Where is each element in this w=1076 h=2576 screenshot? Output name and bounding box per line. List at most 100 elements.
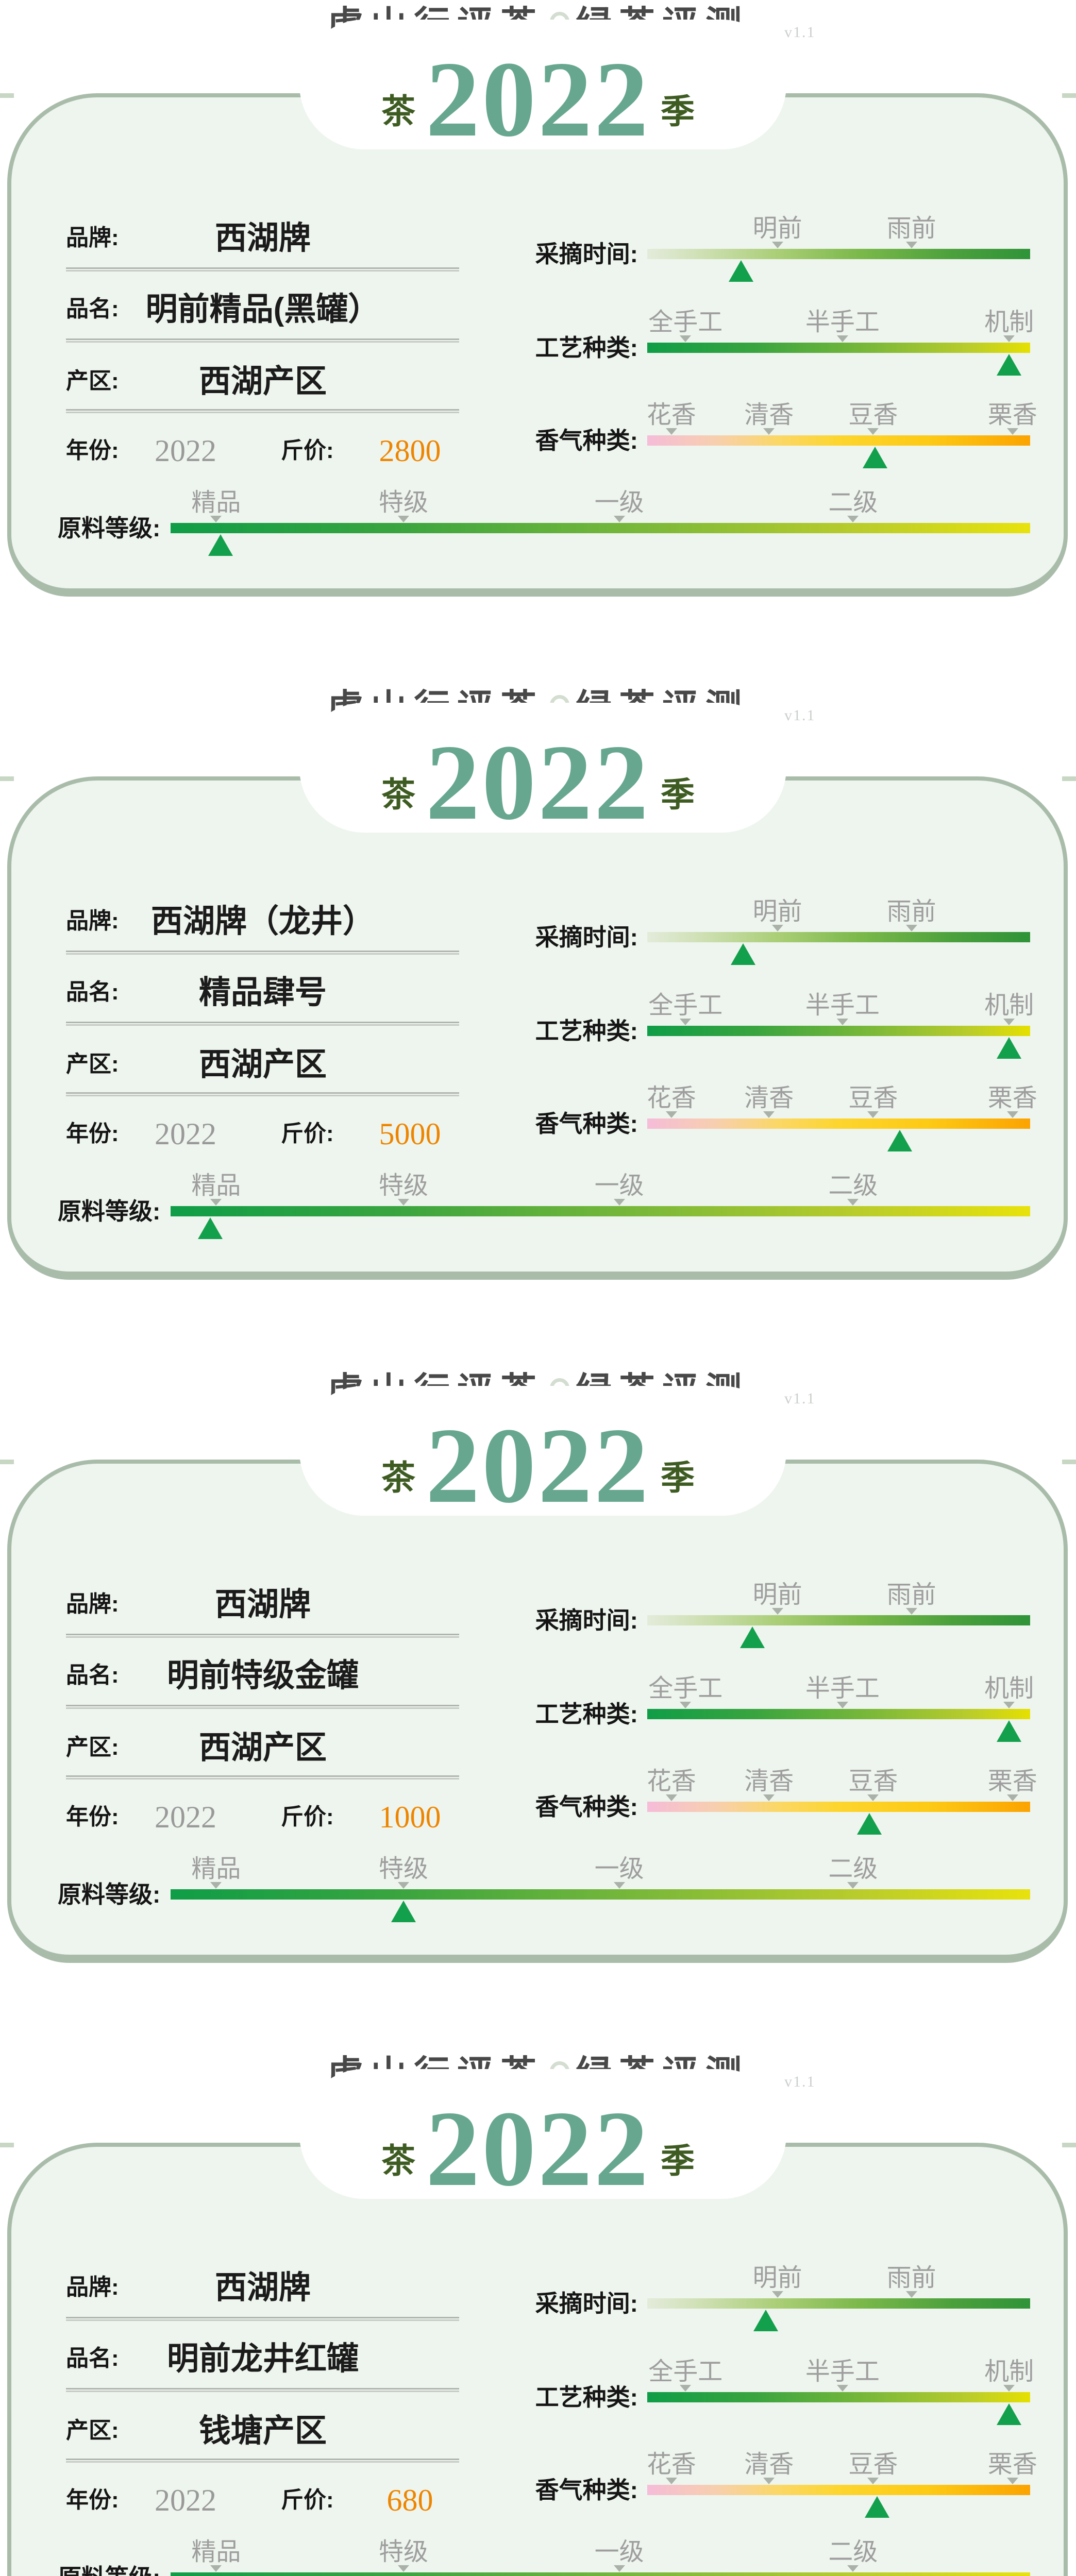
- craft-gradient-bar: [647, 1709, 1030, 1719]
- tick-down-arrow-icon: [398, 1882, 410, 1889]
- scale-tick-label: 特级: [379, 1172, 429, 1199]
- tick-down-arrow-icon: [836, 2385, 848, 2392]
- edge-dash-left: [0, 2143, 14, 2147]
- aroma-type-slider: 花香 清香 豆香 栗香: [647, 2451, 1037, 2518]
- tick-down-arrow-icon: [613, 1882, 625, 1889]
- scale-tick-label: 半手工: [805, 2358, 880, 2385]
- craft-type-label: 工艺种类:: [535, 2384, 638, 2411]
- badge-prefix: 茶: [381, 2142, 415, 2180]
- badge-suffix: 季: [661, 92, 695, 130]
- edge-dash-right: [1062, 1460, 1076, 1464]
- tick-down-arrow-icon: [680, 335, 692, 342]
- scale-tick-label: 雨前: [886, 1581, 936, 1608]
- tick-down-arrow-icon: [771, 1608, 783, 1615]
- tick-down-arrow-icon: [905, 1608, 917, 1615]
- grade-gradient-bar: [171, 1889, 1030, 1900]
- scale-tick-label: 明前: [752, 898, 802, 925]
- badge-year: 2022: [426, 2089, 650, 2209]
- year-badge-text: 茶 2022 季: [0, 30, 1076, 155]
- scale-tick-label: 清香: [744, 401, 794, 429]
- scale-tick-label: 清香: [744, 2451, 794, 2478]
- edge-dash-right: [1062, 93, 1076, 98]
- scale-tick-label: 二级: [828, 2538, 878, 2566]
- divider: [66, 951, 459, 955]
- scale-tick-label: 花香: [646, 1084, 696, 1112]
- badge-year: 2022: [426, 723, 650, 842]
- badge-year: 2022: [426, 1406, 650, 1526]
- material-grade-slider: 精品 特级 一级 二级: [171, 2539, 1030, 2576]
- scale-tick-label: 机制: [984, 992, 1034, 1019]
- brand-value: 西湖牌: [214, 2270, 311, 2306]
- material-grade-label: 原料等级:: [58, 1198, 161, 1225]
- brand-label: 品牌:: [66, 2275, 119, 2300]
- grade-gradient-bar: [171, 1206, 1030, 1216]
- year-badge: [299, 20, 786, 149]
- tick-down-arrow-icon: [1006, 1794, 1018, 1801]
- product-name-label: 品名:: [66, 1663, 119, 1688]
- rating-marker-icon: [863, 447, 888, 468]
- aroma-gradient-bar: [647, 2485, 1030, 2495]
- tick-down-arrow-icon: [398, 1199, 410, 1206]
- price-value: 680: [386, 2483, 433, 2517]
- craft-gradient-bar: [647, 2392, 1030, 2402]
- tick-down-arrow-icon: [867, 1794, 879, 1801]
- aroma-type-slider: 花香 清香 豆香 栗香: [647, 1768, 1037, 1835]
- harvest-gradient-bar: [647, 249, 1030, 259]
- year-value: 2022: [155, 1800, 216, 1834]
- rating-marker-icon: [864, 2496, 889, 2518]
- scale-tick-label: 豆香: [848, 2451, 898, 2478]
- material-grade-label: 原料等级:: [58, 1881, 161, 1908]
- badge-suffix: 季: [661, 1459, 695, 1497]
- scale-tick-label: 清香: [744, 1768, 794, 1795]
- price-value: 1000: [379, 1800, 441, 1834]
- scale-tick-label: 全手工: [648, 309, 723, 336]
- tick-down-arrow-icon: [836, 1019, 848, 1025]
- tick-down-arrow-icon: [763, 2478, 775, 2484]
- scale-tick-label: 一级: [594, 1855, 644, 1883]
- tick-down-arrow-icon: [771, 2291, 783, 2298]
- scale-tick-label: 栗香: [987, 2451, 1037, 2478]
- tea-review-card: 虎山行评茶绿茶评测 v1.1 茶 2022 季 品牌: 西湖牌 品名: 明前特级…: [0, 1366, 1076, 2049]
- tick-down-arrow-icon: [1003, 335, 1015, 342]
- harvest-time-slider: 明前 雨前: [647, 215, 1030, 282]
- product-name-label: 品名:: [66, 296, 119, 321]
- scale-tick-label: 机制: [984, 2358, 1034, 2385]
- year-badge: [299, 2069, 786, 2199]
- craft-type-label: 工艺种类:: [535, 334, 638, 361]
- year-badge: [299, 703, 786, 833]
- edge-dash-left: [0, 1460, 14, 1464]
- scale-tick-label: 全手工: [648, 1675, 723, 1702]
- region-label: 产区:: [66, 2418, 119, 2443]
- tick-down-arrow-icon: [1006, 1111, 1018, 1118]
- scale-tick-label: 一级: [594, 1172, 644, 1199]
- scale-tick-label: 栗香: [987, 1768, 1037, 1795]
- year-badge-text: 茶 2022 季: [0, 713, 1076, 838]
- price-value: 5000: [379, 1117, 441, 1151]
- scale-tick-label: 精品: [191, 1172, 241, 1199]
- scale-tick-label: 特级: [379, 1855, 429, 1883]
- tick-down-arrow-icon: [905, 2291, 917, 2298]
- rating-marker-icon: [197, 1217, 223, 1239]
- harvest-time-slider: 明前 雨前: [647, 1582, 1030, 1648]
- price-label: 斤价:: [281, 1804, 334, 1829]
- region-value: 西湖产区: [198, 1730, 327, 1766]
- divider: [66, 1092, 459, 1096]
- scale-tick-label: 栗香: [987, 1084, 1037, 1112]
- aroma-type-slider: 花香 清香 豆香 栗香: [647, 1085, 1037, 1151]
- version-label: v1.1: [784, 707, 816, 724]
- tick-down-arrow-icon: [847, 1882, 859, 1889]
- tick-down-arrow-icon: [210, 1882, 222, 1889]
- harvest-time-slider: 明前 雨前: [647, 899, 1030, 965]
- tick-down-arrow-icon: [867, 428, 879, 435]
- scale-tick-label: 半手工: [805, 309, 880, 336]
- scale-tick-label: 明前: [752, 2264, 802, 2292]
- scale-tick-label: 机制: [984, 1675, 1034, 1702]
- material-grade-label: 原料等级:: [58, 2563, 160, 2576]
- scale-tick-label: 二级: [828, 1855, 878, 1883]
- divider: [66, 1634, 459, 1638]
- scale-tick-label: 二级: [828, 489, 878, 516]
- year-badge-text: 茶 2022 季: [0, 2079, 1076, 2205]
- scale-tick-label: 特级: [379, 2538, 429, 2566]
- divider: [66, 267, 459, 272]
- region-value: 西湖产区: [198, 1047, 327, 1082]
